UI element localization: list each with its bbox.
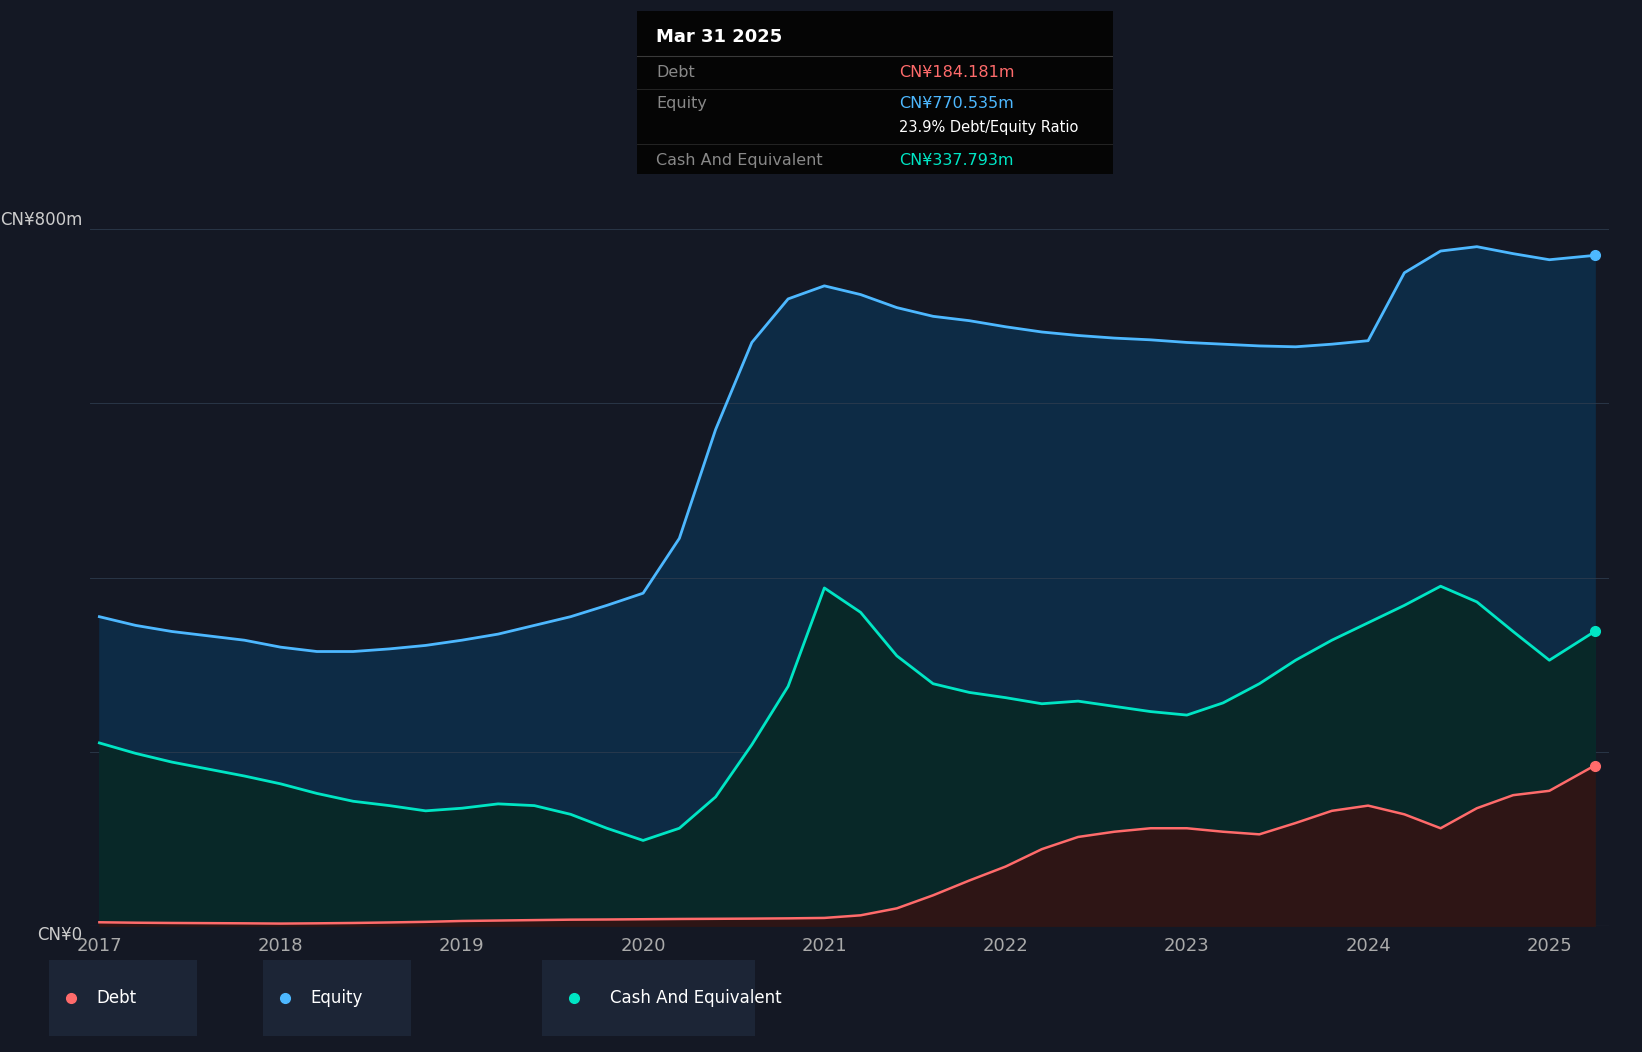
Text: Cash And Equivalent: Cash And Equivalent	[657, 153, 823, 168]
Text: Debt: Debt	[97, 989, 136, 1008]
Text: Debt: Debt	[657, 65, 695, 80]
Text: Equity: Equity	[657, 96, 708, 110]
Text: CN¥0: CN¥0	[38, 926, 82, 944]
Text: CN¥337.793m: CN¥337.793m	[900, 153, 1013, 168]
Text: 23.9% Debt/Equity Ratio: 23.9% Debt/Equity Ratio	[900, 120, 1079, 136]
Text: CN¥800m: CN¥800m	[0, 211, 82, 229]
Text: Cash And Equivalent: Cash And Equivalent	[611, 989, 782, 1008]
Text: Mar 31 2025: Mar 31 2025	[657, 27, 782, 45]
Text: Equity: Equity	[310, 989, 363, 1008]
Text: CN¥770.535m: CN¥770.535m	[900, 96, 1013, 110]
Text: CN¥184.181m: CN¥184.181m	[900, 65, 1015, 80]
